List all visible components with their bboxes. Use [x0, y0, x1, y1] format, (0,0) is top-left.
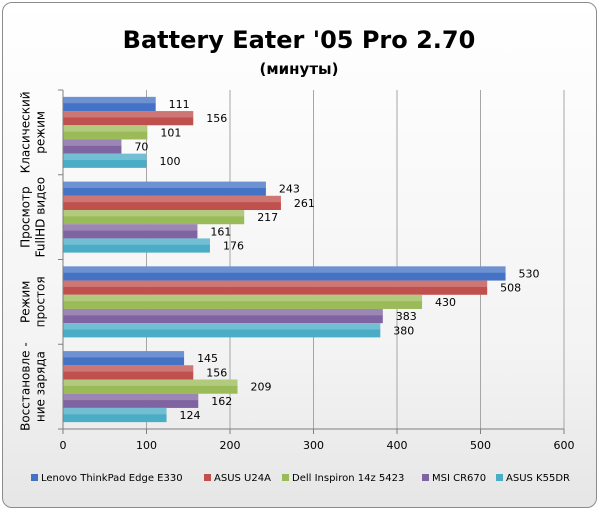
data-label: 111	[169, 98, 190, 111]
legend-swatch	[204, 474, 211, 481]
data-label: 261	[294, 197, 315, 210]
data-label: 380	[393, 324, 414, 337]
bar	[63, 111, 194, 126]
category-label-line: режим	[34, 111, 48, 154]
category-label-line: Класический	[19, 91, 33, 173]
legend-label: Dell Inspiron 14z 5423	[292, 473, 404, 484]
bar-highlight	[63, 195, 281, 203]
category-label-line: простоя	[34, 276, 48, 327]
bar	[63, 393, 199, 408]
bar-highlight	[63, 266, 506, 273]
bar-highlight	[63, 125, 148, 132]
bar	[63, 238, 210, 253]
data-label: 217	[257, 211, 278, 224]
bar	[63, 379, 238, 394]
x-tick-label: 0	[60, 439, 67, 452]
legend-label: MSI CR670	[432, 473, 486, 484]
bar-highlight	[63, 323, 381, 330]
data-label: 383	[396, 310, 417, 323]
category-label-line: Восстановле -	[19, 342, 33, 431]
bar-highlight	[63, 351, 185, 358]
category-label: Режим простоя	[19, 276, 48, 327]
legend-label: ASUS U24A	[214, 473, 271, 484]
bar	[63, 294, 423, 309]
axis-layer: 0 100 200 300 400 500 600 Класический режим Просм…	[19, 89, 575, 452]
bar	[63, 351, 185, 366]
data-label: 176	[223, 240, 244, 253]
legend-swatch	[31, 474, 38, 481]
data-label: 156	[206, 366, 227, 379]
bar	[63, 280, 488, 295]
bar	[63, 224, 198, 239]
bar	[63, 210, 245, 225]
bar-highlight	[63, 379, 238, 386]
x-tick-label: 500	[470, 439, 491, 452]
category-label-line: Режим	[19, 281, 33, 323]
chart-title: Battery Eater '05 Pro 2.70	[123, 26, 476, 54]
bar-highlight	[63, 139, 122, 146]
bar-highlight	[63, 280, 488, 287]
bar-highlight	[63, 308, 383, 316]
data-label: 530	[519, 267, 540, 280]
legend-label: ASUS K55DR	[506, 473, 570, 484]
data-label: 430	[435, 296, 456, 309]
bar-highlight	[63, 96, 156, 104]
data-label: 101	[160, 126, 181, 139]
legend-label: Lenovo ThinkPad Edge E330	[41, 473, 183, 484]
legend-swatch	[282, 474, 289, 481]
bar	[63, 195, 281, 211]
data-label: 145	[197, 352, 218, 365]
category-label-line: Просмотр	[19, 186, 33, 248]
bar	[63, 181, 266, 196]
bar-highlight	[63, 153, 147, 161]
bar	[63, 96, 156, 112]
bar	[63, 153, 147, 168]
data-label: 209	[251, 381, 272, 394]
category-label: Восстановле - ние заряда	[19, 342, 48, 431]
x-tick-label: 100	[136, 439, 157, 452]
x-tick-label: 400	[387, 439, 408, 452]
category-label-line: FullHD видео	[34, 177, 48, 258]
bar	[63, 323, 381, 338]
chart-svg: Battery Eater '05 Pro 2.70 (минуты) 1111…	[19, 26, 575, 484]
bar-highlight	[63, 393, 199, 401]
data-label: 100	[160, 155, 181, 168]
bar-highlight	[63, 111, 194, 118]
chart-subtitle: (минуты)	[260, 60, 339, 78]
bar-highlight	[63, 224, 198, 231]
data-label: 70	[134, 141, 148, 154]
bar-highlight	[63, 365, 194, 372]
data-label: 161	[210, 225, 231, 238]
bar	[63, 365, 194, 380]
bar	[63, 139, 122, 154]
bar	[63, 266, 506, 281]
x-tick-label: 600	[554, 439, 575, 452]
category-label: Просмотр FullHD видео	[19, 177, 48, 258]
bar	[63, 308, 383, 324]
data-label: 508	[500, 282, 521, 295]
category-label: Класический режим	[19, 91, 48, 173]
bar-highlight	[63, 407, 167, 415]
data-label: 243	[279, 183, 300, 196]
bar-highlight	[63, 181, 266, 189]
data-label: 156	[206, 112, 227, 125]
x-tick-label: 300	[303, 439, 324, 452]
bar-highlight	[63, 210, 245, 217]
bar-highlight	[63, 294, 423, 302]
legend: Lenovo ThinkPad Edge E330 ASUS U24A Dell I…	[31, 473, 570, 484]
x-tick-label: 200	[220, 439, 241, 452]
data-label: 162	[211, 395, 232, 408]
data-label: 124	[180, 409, 201, 422]
legend-swatch	[496, 474, 503, 481]
category-label-line: ние заряда	[34, 351, 48, 422]
bar	[63, 125, 148, 140]
legend-swatch	[422, 474, 429, 481]
bar-highlight	[63, 238, 210, 245]
bar	[63, 407, 167, 423]
